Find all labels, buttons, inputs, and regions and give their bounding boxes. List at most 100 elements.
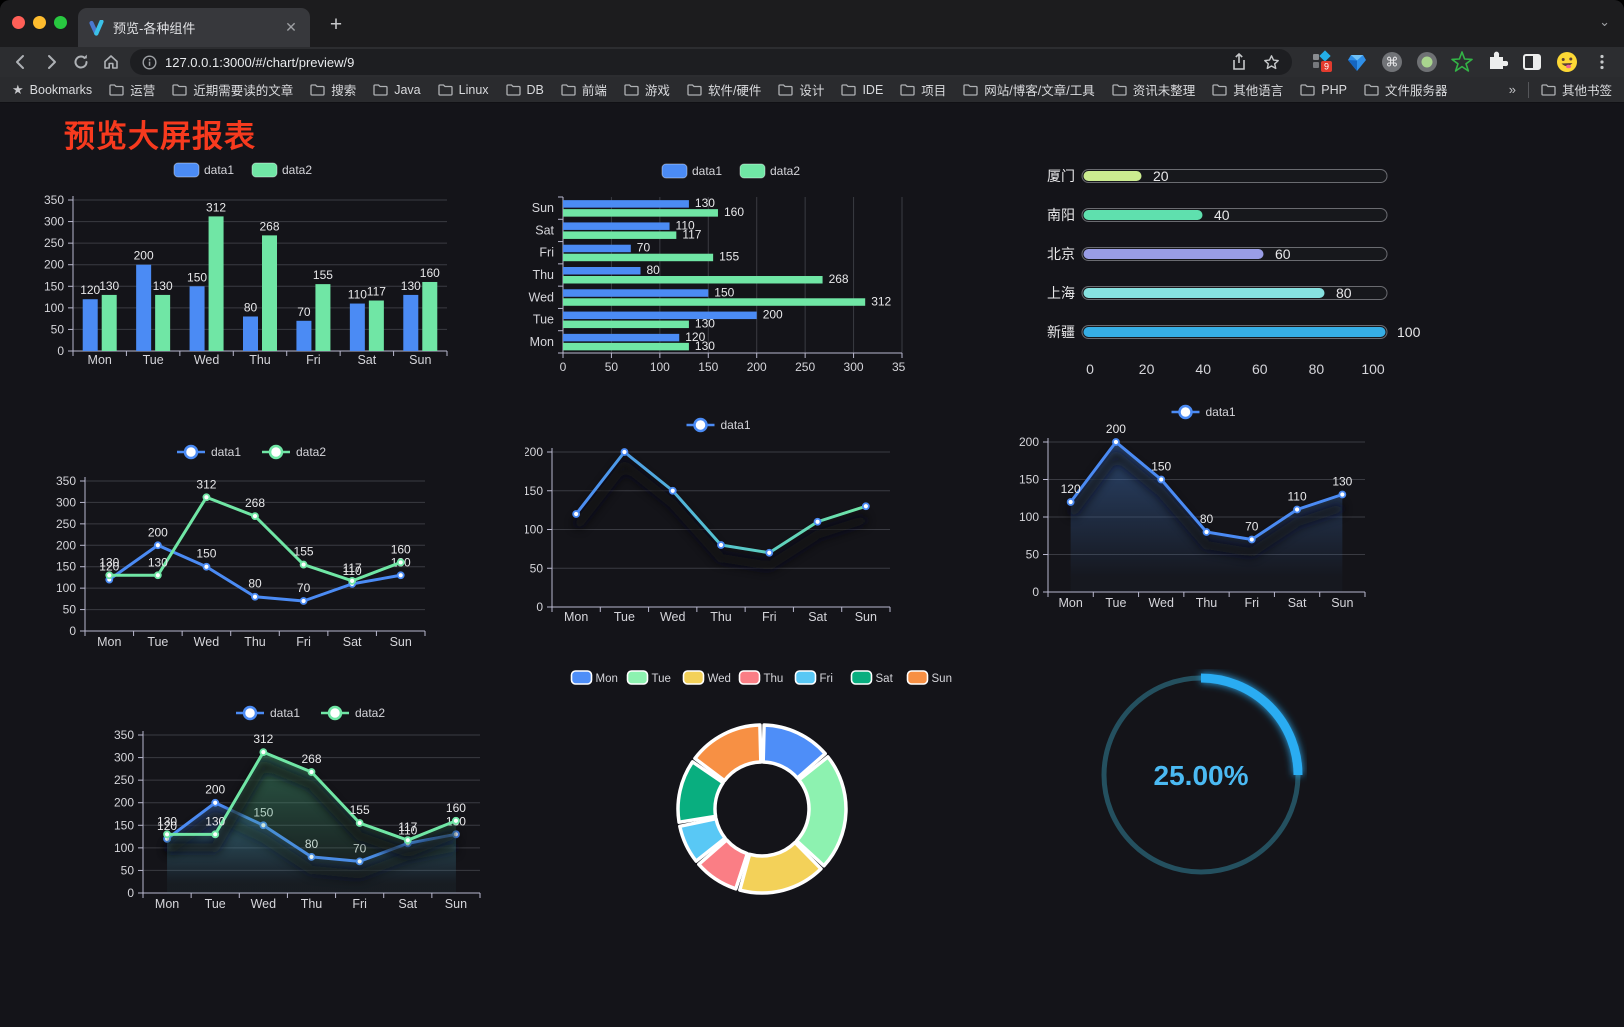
svg-text:117: 117 <box>367 285 386 299</box>
extension-split-view-icon[interactable] <box>1520 50 1544 74</box>
svg-text:80: 80 <box>1336 285 1352 301</box>
svg-text:25.00%: 25.00% <box>1154 760 1249 791</box>
site-info-icon[interactable] <box>142 54 157 70</box>
svg-text:160: 160 <box>724 205 744 219</box>
extension-dot-icon[interactable] <box>1415 50 1439 74</box>
bookmark-item[interactable]: DB <box>505 83 544 97</box>
svg-text:150: 150 <box>44 279 64 293</box>
svg-text:100: 100 <box>56 581 76 595</box>
svg-text:200: 200 <box>134 249 154 263</box>
window-controls <box>12 16 67 29</box>
svg-text:Sat: Sat <box>343 635 362 649</box>
forward-button[interactable] <box>40 51 62 73</box>
svg-text:0: 0 <box>69 624 76 638</box>
svg-text:data1: data1 <box>721 418 751 432</box>
minimize-window-button[interactable] <box>33 16 46 29</box>
bookmark-item[interactable]: 网站/博客/文章/工具 <box>963 80 1095 99</box>
svg-text:130: 130 <box>99 279 119 293</box>
bookmark-item[interactable]: 资讯未整理 <box>1112 80 1195 99</box>
svg-text:155: 155 <box>350 803 370 817</box>
bookmark-item[interactable]: 软件/硬件 <box>687 80 761 99</box>
svg-text:160: 160 <box>446 801 466 815</box>
svg-text:100: 100 <box>525 523 543 537</box>
donut-chart[interactable]: Mon Tue Wed Thu Fri Sat Sun <box>560 630 964 915</box>
tab-search-chevron-icon[interactable]: ⌄ <box>1599 14 1610 29</box>
bookmark-item[interactable]: 其他语言 <box>1212 80 1283 99</box>
svg-text:130: 130 <box>401 279 421 293</box>
extensions-puzzle-icon[interactable] <box>1485 50 1509 74</box>
bookmark-item[interactable]: 文件服务器 <box>1364 80 1447 99</box>
svg-text:200: 200 <box>56 538 76 552</box>
svg-text:150: 150 <box>1151 460 1171 474</box>
bookmarks-manager[interactable]: ★ Bookmarks <box>12 82 92 98</box>
two-series-line-chart[interactable]: data1 data2 0 50 100 150 200 250 300 350 Mon Tue Wed… <box>45 440 430 655</box>
svg-text:100: 100 <box>44 301 64 315</box>
svg-text:155: 155 <box>313 268 333 282</box>
svg-text:268: 268 <box>829 272 849 286</box>
bookmark-item[interactable]: 运营 <box>109 80 155 99</box>
horizontal-bar-chart[interactable]: data1 data2 0 50 100 150 200 250 300 350 Sun 130 160… <box>505 150 912 375</box>
bookmarks-overflow-chevron[interactable]: » <box>1508 82 1516 97</box>
svg-text:Sun: Sun <box>445 897 467 911</box>
svg-text:Wed: Wed <box>1148 596 1174 610</box>
extension-proxy-icon[interactable]: 9 <box>1310 50 1334 74</box>
svg-text:Fri: Fri <box>762 610 777 624</box>
new-tab-button[interactable]: + <box>329 13 343 36</box>
svg-text:data2: data2 <box>770 164 800 178</box>
browser-tab[interactable]: 预览-各种组件 ✕ <box>78 8 310 47</box>
bookmark-item[interactable]: 游戏 <box>624 80 670 99</box>
extension-star-icon[interactable] <box>1450 50 1474 74</box>
extension-emoji-icon[interactable] <box>1555 50 1579 74</box>
two-series-area-chart[interactable]: data1 data2 0 50 100 150 200 250 300 350 Mon Tue Wed… <box>105 700 490 918</box>
svg-text:Sun: Sun <box>409 353 431 367</box>
svg-text:Sat: Sat <box>357 353 376 367</box>
svg-text:117: 117 <box>398 820 417 834</box>
folder-icon <box>561 83 576 96</box>
svg-text:data1: data1 <box>692 164 722 178</box>
extension-gem-icon[interactable] <box>1345 50 1369 74</box>
bookmark-item[interactable]: 搜索 <box>310 80 356 99</box>
back-button[interactable] <box>10 51 32 73</box>
other-bookmarks-folder[interactable]: 其他书签 <box>1541 80 1612 99</box>
single-area-chart[interactable]: data1 0 50 100 150 200 Mon Tue Wed Thu Fri Sat Sun 12… <box>985 385 1375 620</box>
bookmark-item[interactable]: IDE <box>841 83 883 97</box>
extension-command-icon[interactable]: ⌘ <box>1380 50 1404 74</box>
bookmark-item[interactable]: 前端 <box>561 80 607 99</box>
bookmark-item[interactable]: Java <box>373 83 421 97</box>
gauge-progress-chart[interactable]: 25.00% <box>1095 669 1307 881</box>
tab-close-icon[interactable]: ✕ <box>285 19 297 35</box>
svg-text:Mon: Mon <box>530 335 554 349</box>
bookmark-item[interactable]: 近期需要读的文章 <box>172 80 293 99</box>
svg-text:250: 250 <box>44 236 64 250</box>
bookmark-star-icon[interactable] <box>1263 54 1280 71</box>
svg-text:110: 110 <box>398 823 417 837</box>
bookmark-item[interactable]: 项目 <box>900 80 946 99</box>
reload-button[interactable] <box>70 51 92 73</box>
grouped-bar-chart[interactable]: data1 data2 0 50 100 150 200 250 300 350 Mon Tue Wed… <box>40 148 470 383</box>
svg-text:130: 130 <box>157 814 177 828</box>
svg-text:Wed: Wed <box>194 635 220 649</box>
svg-text:80: 80 <box>1200 512 1214 526</box>
svg-text:Sat: Sat <box>398 897 417 911</box>
bookmark-item[interactable]: Linux <box>437 83 489 97</box>
folder-icon <box>1300 83 1315 96</box>
maximize-window-button[interactable] <box>54 16 67 29</box>
share-icon[interactable] <box>1231 53 1247 71</box>
home-button[interactable] <box>100 51 122 73</box>
bookmark-item[interactable]: PHP <box>1300 83 1347 97</box>
bookmark-item[interactable]: 设计 <box>778 80 824 99</box>
gradient-line-chart[interactable]: data1 0 50 100 150 200 Mon Tue Wed Thu Fri Sat Sun <box>523 400 900 630</box>
close-window-button[interactable] <box>12 16 25 29</box>
svg-text:150: 150 <box>714 285 734 299</box>
browser-menu-icon[interactable] <box>1590 50 1614 74</box>
other-bookmarks-label: 其他书签 <box>1561 84 1612 98</box>
svg-text:50: 50 <box>63 603 77 617</box>
svg-text:117: 117 <box>682 227 701 241</box>
svg-text:data1: data1 <box>211 445 241 459</box>
city-progress-chart[interactable]: 厦门 20 南阳 40 北京 60 上海 80 新疆 100 0 20 40 60 80 100 <box>990 150 1421 390</box>
extensions-row: 9 ⌘ <box>1300 50 1614 74</box>
svg-text:0: 0 <box>127 886 134 900</box>
svg-text:150: 150 <box>196 547 216 561</box>
svg-text:Sun: Sun <box>855 610 877 624</box>
address-bar[interactable]: 127.0.0.1:3000/#/chart/preview/9 <box>130 49 1292 75</box>
